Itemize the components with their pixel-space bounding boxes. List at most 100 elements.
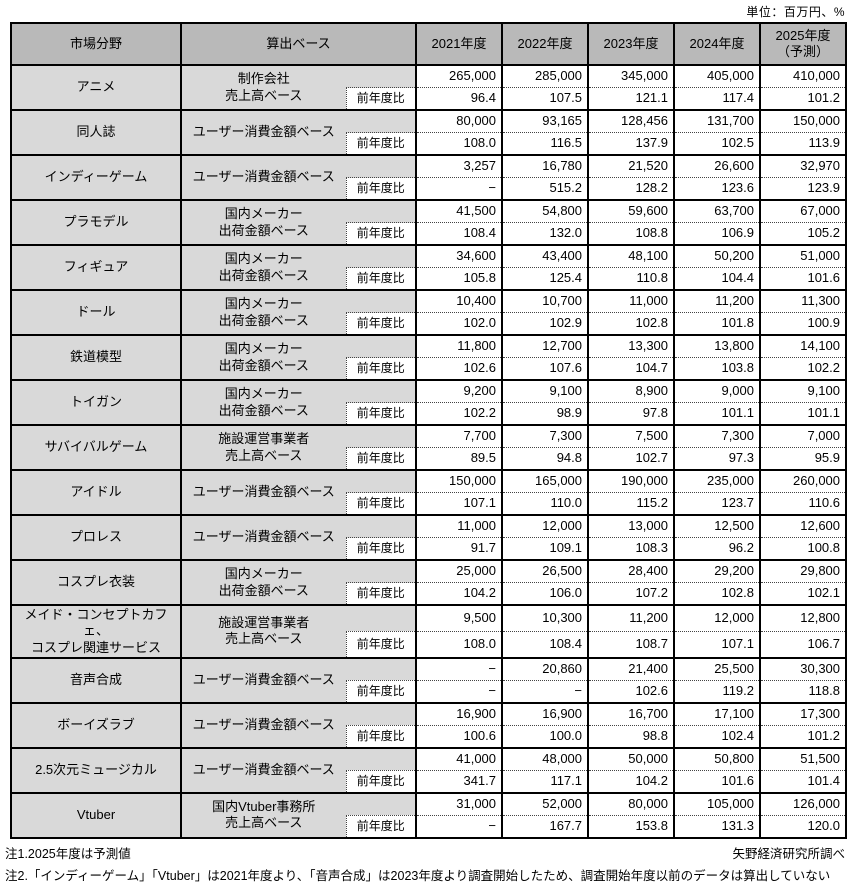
market-value-cell: 285,000 (501, 64, 590, 88)
yoy-ratio-cell: 108.4 (501, 631, 590, 659)
note-1: 注1.2025年度は予測値 (5, 846, 131, 861)
market-value-cell: 26,600 (673, 154, 762, 178)
yoy-ratio-cell: − (415, 680, 504, 704)
market-value-cell: 9,500 (415, 603, 504, 632)
calculation-base-label: 国内メーカー 出荷金額ベース (180, 199, 346, 246)
market-value-cell: 165,000 (501, 469, 590, 493)
yoy-label: 前年度比 (345, 680, 417, 704)
base-gap-cell (346, 424, 417, 448)
yoy-ratio-cell: 108.0 (415, 132, 504, 156)
market-value-row: アイドル ユーザー消費金額ベース 150,000 165,000 190,000 235,… (10, 469, 848, 516)
yoy-label: 前年度比 (345, 132, 417, 156)
market-value-cell: 10,700 (501, 289, 590, 313)
market-value-row: Vtuber 国内Vtuber事務所 売上高ベース 31,000 52,000 80,0… (10, 791, 848, 839)
yoy-ratio-cell: 104.7 (587, 357, 676, 381)
market-segment-label: ドール (10, 289, 182, 336)
table-header: 市場分野 算出ベース 2021年度 2022年度 2023年度 2024年度 2… (10, 22, 848, 66)
market-value-cell: 235,000 (673, 469, 762, 493)
yoy-ratio-cell: 116.5 (501, 132, 590, 156)
market-value-cell: 41,500 (415, 199, 504, 223)
table-body: アニメ 制作会社 売上高ベース 265,000 285,000 345,000 405,0… (10, 64, 848, 839)
market-value-row: プロレス ユーザー消費金額ベース 11,000 12,000 13,000 12,500 1… (10, 514, 848, 561)
market-segment-label: トイガン (10, 379, 182, 426)
yoy-ratio-cell: 107.2 (587, 582, 676, 606)
yoy-ratio-cell: 110.8 (587, 267, 676, 291)
calculation-base-label: 施設運営事業者 売上高ベース (180, 604, 346, 659)
yoy-ratio-cell: 102.5 (673, 132, 762, 156)
market-value-cell: 131,700 (673, 109, 762, 133)
market-segment-label: プロレス (10, 514, 182, 561)
market-value-cell: 8,900 (587, 379, 676, 403)
market-value-cell: 25,500 (673, 656, 762, 681)
yoy-label: 前年度比 (345, 725, 417, 749)
market-value-cell: 93,165 (501, 109, 590, 133)
footer: 注1.2025年度は予測値 矢野経済研究所調べ 注2.「インディーゲーム」「Vt… (5, 843, 845, 884)
yoy-ratio-row: 前年度比 102.0 102.9 102.8 101.8 100.9 (11, 312, 848, 336)
yoy-label: 前年度比 (345, 631, 417, 659)
market-value-cell: 16,780 (501, 154, 590, 178)
yoy-ratio-cell: 106.0 (501, 582, 590, 606)
market-value-cell: 150,000 (759, 109, 848, 133)
yoy-ratio-cell: 101.1 (673, 402, 762, 426)
yoy-label: 前年度比 (345, 267, 417, 291)
market-segment-label: サバイバルゲーム (10, 424, 182, 471)
base-gap-cell (346, 64, 417, 88)
yoy-ratio-cell: 108.8 (587, 222, 676, 246)
yoy-ratio-cell: 97.3 (673, 447, 762, 471)
yoy-ratio-cell: 102.8 (673, 582, 762, 606)
yoy-ratio-cell: 101.2 (759, 87, 848, 111)
yoy-ratio-cell: 95.9 (759, 447, 848, 471)
header-market-segment: 市場分野 (10, 22, 182, 66)
yoy-ratio-cell: 118.8 (759, 680, 848, 704)
market-segment-label: 2.5次元ミュージカル (10, 746, 182, 794)
yoy-ratio-row: 前年度比 91.7 109.1 108.3 96.2 100.8 (11, 537, 848, 561)
market-value-cell: 410,000 (759, 64, 848, 88)
market-value-cell: 13,300 (587, 334, 676, 358)
yoy-ratio-cell: 102.6 (415, 357, 504, 381)
yoy-ratio-cell: 119.2 (673, 680, 762, 704)
yoy-ratio-row: 前年度比 108.0 108.4 108.7 107.1 106.7 (11, 631, 848, 659)
yoy-ratio-cell: 102.7 (587, 447, 676, 471)
market-value-cell: 48,100 (587, 244, 676, 268)
market-value-cell: 29,200 (673, 559, 762, 583)
yoy-ratio-cell: 167.7 (501, 815, 590, 839)
market-value-cell: 7,300 (673, 424, 762, 448)
market-segment-label: アイドル (10, 469, 182, 516)
base-gap-cell (346, 656, 417, 681)
yoy-ratio-cell: 105.2 (759, 222, 848, 246)
yoy-ratio-row: 前年度比 105.8 125.4 110.8 104.4 101.6 (11, 267, 848, 291)
calculation-base-label: ユーザー消費金額ベース (180, 656, 346, 704)
base-gap-cell (346, 244, 417, 268)
market-value-row: アニメ 制作会社 売上高ベース 265,000 285,000 345,000 405,0… (10, 64, 848, 111)
market-value-row: メイド・コンセプトカフェ、 コスプレ関連サービス 施設運営事業者 売上高ベース 9,… (10, 603, 848, 659)
market-value-cell: 34,600 (415, 244, 504, 268)
calculation-base-label: 国内メーカー 出荷金額ベース (180, 334, 346, 381)
market-value-cell: 41,000 (415, 746, 504, 771)
market-value-cell: 13,800 (673, 334, 762, 358)
yoy-ratio-cell: 137.9 (587, 132, 676, 156)
market-value-cell: − (415, 656, 504, 681)
yoy-ratio-cell: 108.7 (587, 631, 676, 659)
yoy-ratio-cell: 97.8 (587, 402, 676, 426)
calculation-base-label: ユーザー消費金額ベース (180, 469, 346, 516)
unit-note: 単位：百万円、% (746, 5, 845, 19)
market-segment-label: Vtuber (10, 791, 182, 839)
yoy-ratio-cell: 108.0 (415, 631, 504, 659)
base-gap-cell (346, 334, 417, 358)
market-value-cell: 9,100 (759, 379, 848, 403)
market-value-cell: 80,000 (415, 109, 504, 133)
market-value-cell: 9,200 (415, 379, 504, 403)
yoy-ratio-cell: 107.6 (501, 357, 590, 381)
yoy-label: 前年度比 (345, 87, 417, 111)
market-value-cell: 3,257 (415, 154, 504, 178)
market-value-cell: 10,400 (415, 289, 504, 313)
market-value-cell: 51,500 (759, 746, 848, 771)
yoy-ratio-cell: 131.3 (673, 815, 762, 839)
yoy-ratio-cell: 109.1 (501, 537, 590, 561)
market-value-row: プラモデル 国内メーカー 出荷金額ベース 41,500 54,800 59,600 63,… (10, 199, 848, 246)
market-segment-label: アニメ (10, 64, 182, 111)
yoy-ratio-cell: 96.2 (673, 537, 762, 561)
yoy-ratio-cell: 106.9 (673, 222, 762, 246)
market-value-row: サバイバルゲーム 施設運営事業者 売上高ベース 7,700 7,300 7,500 7,3… (10, 424, 848, 471)
page: { "unit_note": "単位：百万円、%", "table": { "h… (5, 5, 848, 883)
